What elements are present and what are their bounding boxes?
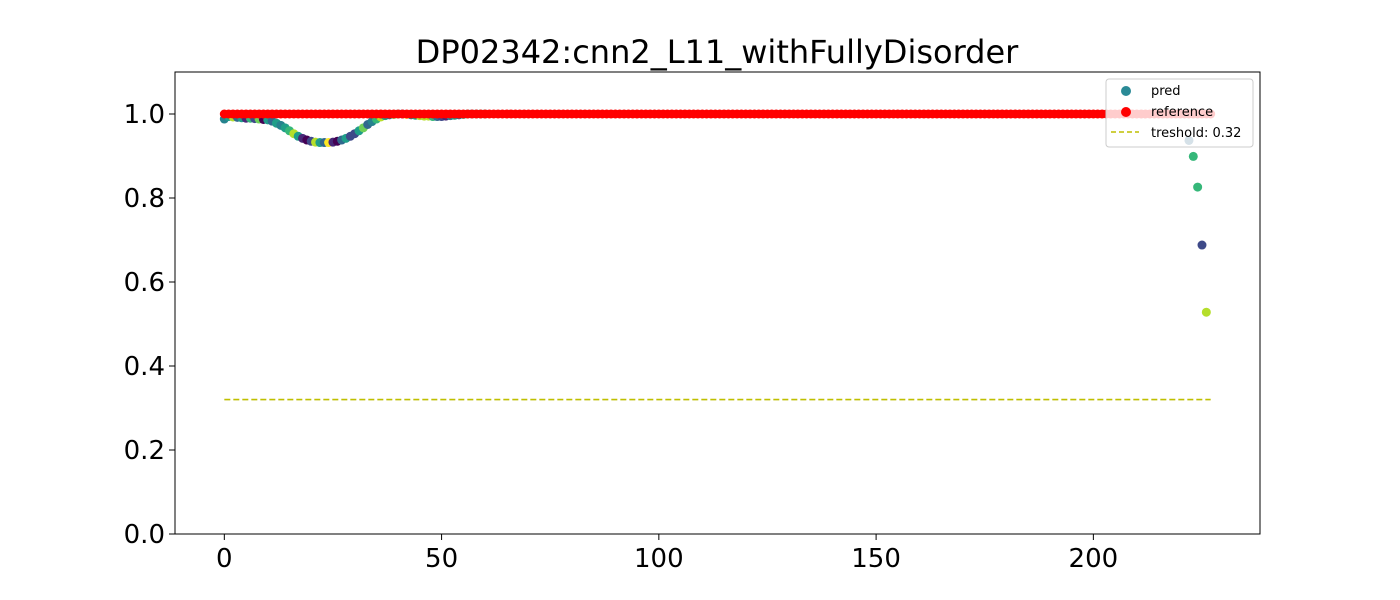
pred-point bbox=[1188, 151, 1198, 161]
x-axis: 0 50 100 150 200 bbox=[216, 534, 1118, 574]
chart-title: DP02342:cnn2_L11_withFullyDisorder bbox=[416, 33, 1020, 71]
legend-box bbox=[1105, 78, 1254, 148]
y-tick-label: 0.6 bbox=[124, 268, 165, 298]
y-tick-label: 0.4 bbox=[124, 352, 165, 382]
x-tick-label: 0 bbox=[216, 544, 233, 574]
legend-threshold-label: treshold: 0.32 bbox=[1151, 126, 1241, 141]
legend-pred-marker bbox=[1121, 86, 1131, 96]
x-tick-label: 100 bbox=[634, 544, 684, 574]
legend-pred-label: pred bbox=[1151, 84, 1181, 99]
y-tick-label: 1.0 bbox=[124, 100, 165, 130]
plot-area bbox=[219, 109, 1216, 401]
y-tick-label: 0.2 bbox=[124, 436, 165, 466]
pred-point bbox=[1197, 240, 1207, 250]
pred-point bbox=[1193, 182, 1203, 192]
x-tick-label: 200 bbox=[1069, 544, 1119, 574]
y-axis: 0.0 0.2 0.4 0.6 0.8 1.0 bbox=[124, 100, 175, 550]
pred-point bbox=[1201, 307, 1211, 317]
y-tick-label: 0.0 bbox=[124, 520, 165, 550]
x-tick-label: 150 bbox=[851, 544, 901, 574]
legend-reference-marker bbox=[1121, 107, 1131, 117]
legend: pred reference treshold: 0.32 bbox=[1105, 78, 1254, 148]
x-tick-label: 50 bbox=[425, 544, 458, 574]
legend-reference-label: reference bbox=[1151, 105, 1213, 120]
plot-frame bbox=[174, 71, 1261, 535]
y-tick-label: 0.8 bbox=[124, 184, 165, 214]
